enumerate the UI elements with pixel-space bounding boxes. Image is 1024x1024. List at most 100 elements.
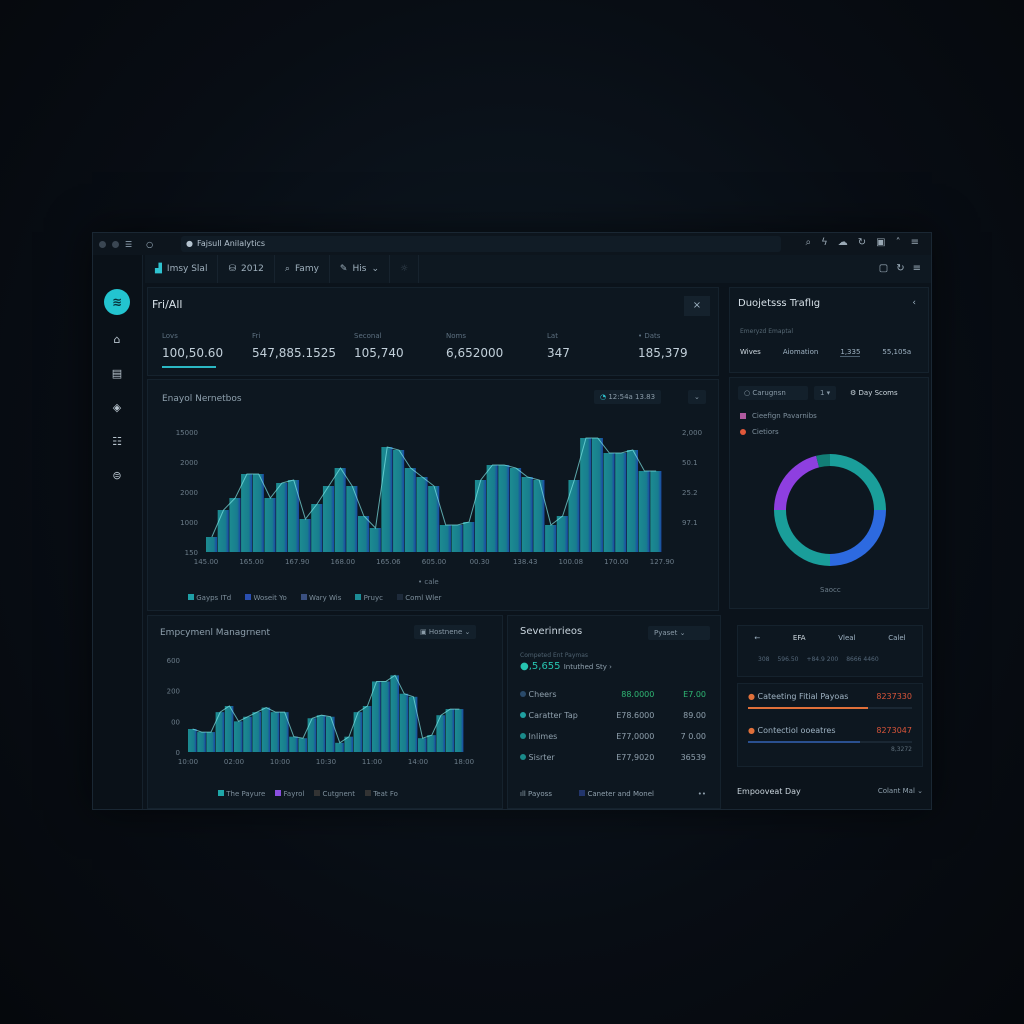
count-dropdown[interactable]: 1 ▾ xyxy=(814,386,837,400)
toolbar-item-search[interactable]: ⌕ Famy xyxy=(275,255,330,283)
sub-label: Competed Ent Paymas xyxy=(520,652,589,659)
bar xyxy=(580,438,592,552)
toolbar-item-light[interactable]: ☼ xyxy=(390,255,420,283)
bar xyxy=(353,712,363,752)
toolbar-item-stats[interactable]: ▟ Imsy Slal xyxy=(145,255,219,283)
dropdown-value: Hostnene xyxy=(428,628,463,636)
legend-item[interactable]: Coml Wler xyxy=(396,594,441,602)
tabs-icon[interactable]: ☰ xyxy=(125,239,133,249)
more-icon[interactable]: •• xyxy=(697,790,706,798)
chevron-up-icon[interactable]: ˄ xyxy=(895,237,901,248)
stat-3[interactable]: Noms 6,652000 xyxy=(446,332,503,360)
legend-item[interactable]: The Payure xyxy=(218,790,265,798)
window-close-button[interactable] xyxy=(99,240,106,248)
progress-label: Cateeting Fitial Payoas xyxy=(757,692,849,701)
bar xyxy=(399,693,409,752)
toolbar-item-tags[interactable]: ✎ His ⌄ xyxy=(330,255,390,283)
chart-legend: Gayps ITd Woseit Yo Wary Wis Pruyc Coml … xyxy=(188,594,441,602)
footer-title: Empooveat Day xyxy=(737,787,801,796)
filter-dropdown[interactable]: ○ Carugnsn xyxy=(738,386,808,400)
chart-range-control[interactable]: ◔ 12:54a 13.83 xyxy=(594,390,662,404)
x-tick-label: 167.90 xyxy=(285,558,310,566)
back-icon[interactable]: ← xyxy=(754,634,761,642)
bar xyxy=(568,480,580,552)
footer-select[interactable]: Colant Mal ⌄ xyxy=(877,787,923,795)
table-row[interactable]: Sisrter E77,9020 36539 xyxy=(520,753,706,762)
bar xyxy=(381,681,390,752)
legend-item[interactable]: Gayps ITd xyxy=(188,594,231,602)
page-title: Fri/All xyxy=(152,298,183,311)
legend-label: Teat Fo xyxy=(373,790,398,798)
close-button[interactable]: × xyxy=(684,296,710,316)
progress-fill xyxy=(748,741,860,743)
bar xyxy=(311,504,323,552)
stat-4[interactable]: Lat 347 xyxy=(547,332,570,360)
amount-link[interactable]: Intuthed Sty › xyxy=(563,663,612,671)
legend-item[interactable]: Wary Wis xyxy=(300,594,341,602)
bar xyxy=(545,525,557,552)
footer-left[interactable]: ıll Payoss xyxy=(520,790,552,798)
table-row[interactable]: Cheers 88.0000 E7.00 xyxy=(520,690,706,699)
bar xyxy=(436,715,445,752)
host-dropdown[interactable]: ▣ Hostnene ⌄ xyxy=(414,625,477,639)
donut-slice xyxy=(816,454,830,468)
chart-dropdown[interactable]: ⌄ xyxy=(688,390,706,404)
y-tick-label: 2000 xyxy=(180,459,198,467)
calendar-icon[interactable]: ▣ xyxy=(876,237,886,248)
bolt-icon[interactable]: ϟ xyxy=(821,237,828,248)
stat-1[interactable]: Fri 547,885.1525 xyxy=(252,332,336,360)
x-axis-label: • cale xyxy=(418,578,439,586)
footer-right[interactable]: Caneter and Monel xyxy=(579,790,697,798)
period-dropdown[interactable]: Pyaset ⌄ xyxy=(648,626,710,640)
legend-item[interactable]: Cutgnent xyxy=(314,790,355,798)
legend-item[interactable]: Pruyc xyxy=(355,594,383,602)
day-scores-button[interactable]: ⚙ Day Scoms xyxy=(850,389,898,397)
menu-icon[interactable]: ≡ xyxy=(910,237,919,248)
sidebar-item-home[interactable]: ⌂ xyxy=(113,333,121,346)
legend-item[interactable]: Teat Fo xyxy=(364,790,398,798)
bar xyxy=(215,712,225,752)
bar xyxy=(362,706,372,752)
menu-icon[interactable]: ≡ xyxy=(912,263,921,274)
legend-swatch xyxy=(300,594,307,600)
table-row[interactable]: Inlimes E77,0000 7 0.00 xyxy=(520,732,706,741)
tab-3[interactable]: 55,105a xyxy=(882,348,912,356)
table-row[interactable]: Caratter Tap E78.6000 89.00 xyxy=(520,711,706,720)
app-logo[interactable]: ≋ xyxy=(104,289,130,315)
address-bar[interactable]: ● Fajsull Anilalytics xyxy=(181,236,781,252)
legend-swatch xyxy=(245,594,252,600)
bag-icon[interactable]: ▢ xyxy=(878,263,889,274)
legend-item[interactable]: Woseit Yo xyxy=(245,594,287,602)
sidebar-item-inventory[interactable]: ▤ xyxy=(111,367,123,380)
chevron-left-icon[interactable]: ‹ xyxy=(912,298,916,308)
window-minimize-button[interactable] xyxy=(112,240,119,248)
tab-2[interactable]: 1,335 xyxy=(840,348,861,357)
sync-icon[interactable]: ↻ xyxy=(896,263,905,274)
stat-0[interactable]: Lovs 100,50.60 xyxy=(162,332,223,368)
mini-tab[interactable]: Vleal xyxy=(838,634,856,642)
sidebar-item-reports[interactable]: ☷ xyxy=(112,435,122,448)
sidebar-item-bag[interactable]: ◈ xyxy=(112,401,122,414)
mini-tab[interactable]: EFA xyxy=(792,634,806,642)
search-icon[interactable]: ⌕ xyxy=(805,237,812,248)
mini-value: +84.9 200 xyxy=(806,656,839,663)
stat-2[interactable]: Seconal 105,740 xyxy=(354,332,404,360)
mini-tab[interactable]: Calel xyxy=(888,634,906,642)
cloud-icon[interactable]: ☁ xyxy=(837,237,848,248)
bar xyxy=(206,732,215,752)
stat-5[interactable]: • Dats 185,379 xyxy=(638,332,688,360)
tab-0[interactable]: Wives xyxy=(740,348,761,356)
legend-label: Cieefign Pavarnibs xyxy=(752,412,817,420)
sidebar-item-settings[interactable]: ⊜ xyxy=(112,469,122,482)
tab-1[interactable]: Aiomation xyxy=(782,348,819,356)
refresh-icon[interactable]: ↻ xyxy=(857,237,867,248)
y-tick-label: 1000 xyxy=(180,519,198,527)
toolbar-item-year[interactable]: ⛁ 2012 xyxy=(218,255,275,283)
legend-item[interactable]: Fayrol xyxy=(275,790,304,798)
bar xyxy=(252,474,264,552)
reload-icon[interactable]: ○ xyxy=(146,239,154,249)
bar xyxy=(299,519,311,552)
search-icon: ⌕ xyxy=(284,264,290,274)
bar-chart-icon: ▟ xyxy=(155,264,162,274)
legend-swatch xyxy=(364,790,371,796)
